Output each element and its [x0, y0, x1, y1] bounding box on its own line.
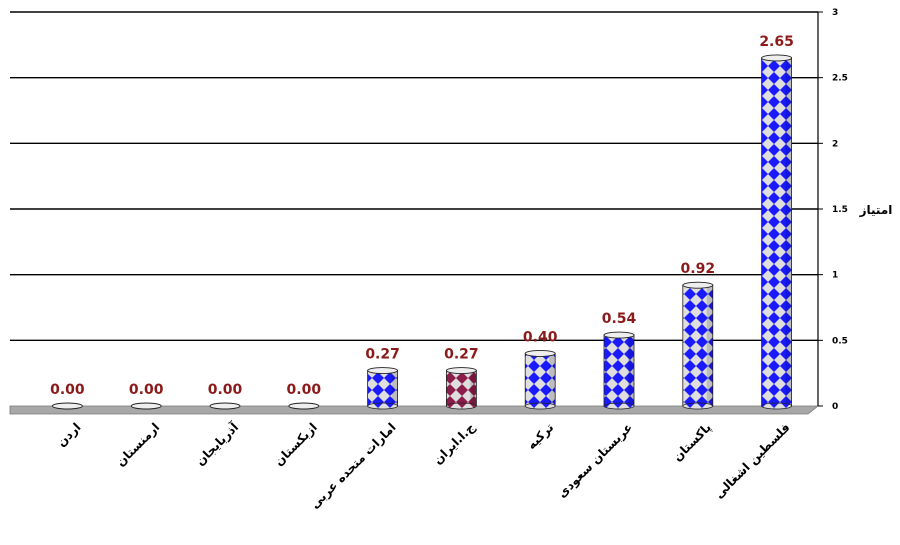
y-axis: 0 0.5 1 1.5 2 2.5 3 — [817, 8, 848, 412]
data-label: 0.92 — [681, 261, 716, 277]
bar-shading — [470, 370, 477, 406]
bar — [288, 402, 320, 410]
data-label: 2.65 — [759, 34, 794, 50]
data-label: 0.27 — [444, 347, 479, 363]
bar — [524, 350, 556, 410]
y-tick-label: 3 — [832, 8, 838, 18]
bar-bottom — [367, 402, 399, 410]
bar-body — [524, 353, 556, 407]
bar — [761, 54, 793, 410]
bar — [130, 402, 162, 410]
data-label: 0.00 — [208, 382, 243, 398]
category-label: ج.ا.ایران — [431, 420, 478, 467]
bar-bottom — [761, 402, 792, 410]
data-label: 0.27 — [365, 347, 400, 363]
bar — [682, 281, 714, 410]
bar-bottom — [445, 402, 477, 410]
data-label: 0.40 — [523, 329, 558, 345]
bar-top — [367, 367, 399, 374]
y-tick-label: 1.5 — [832, 205, 848, 215]
category-label: ارمنستان — [113, 420, 162, 469]
y-tick-label: 2 — [832, 139, 838, 149]
category-label: فلسطین اشغالی — [712, 420, 793, 501]
bar — [445, 367, 477, 410]
bar-bottom — [524, 402, 556, 410]
y-tick-label: 2.5 — [832, 74, 848, 84]
category-label: ازبکستان — [272, 420, 320, 468]
data-labels: 0.00 0.00 0.00 0.00 0.27 0.27 0.40 0.54 0.92 2.65 — [50, 34, 794, 398]
bar-top — [603, 331, 635, 339]
y-tick-label: 0.5 — [832, 336, 848, 346]
bar-top — [130, 402, 162, 410]
y-axis-label: امتیاز — [859, 203, 893, 217]
bar-body — [761, 57, 792, 407]
bar-top — [445, 367, 477, 374]
category-label: ترکیه — [524, 420, 556, 452]
bar — [603, 331, 635, 410]
category-label: اردن — [54, 420, 83, 449]
data-label: 0.54 — [602, 311, 637, 327]
bar — [367, 367, 399, 410]
bar-bottom — [603, 402, 635, 410]
data-label: 0.00 — [287, 382, 322, 398]
y-tick-label: 0 — [832, 402, 838, 412]
bar-top — [682, 281, 714, 289]
category-label: آذربایجان — [192, 419, 241, 468]
category-label: پاکستان — [670, 420, 714, 464]
bars — [51, 54, 793, 410]
data-label: 0.00 — [129, 382, 164, 398]
bar — [209, 402, 241, 410]
bar-top — [209, 402, 241, 410]
data-label: 0.00 — [50, 382, 85, 398]
bar-top — [288, 402, 320, 410]
y-tick-label: 1 — [832, 271, 838, 281]
category-label: امارات متحده عربی — [308, 420, 399, 511]
bar-top — [51, 402, 83, 410]
bar-shading — [628, 335, 634, 406]
bar-top — [761, 54, 793, 62]
bar-bottom — [682, 402, 714, 410]
bar-shading — [391, 370, 398, 406]
bar-shading — [706, 285, 713, 406]
bar-shading — [549, 353, 556, 406]
bar — [51, 402, 83, 410]
bar-body — [367, 370, 399, 407]
bar-shading — [785, 57, 792, 406]
bar-top — [524, 350, 556, 357]
category-label: عربستان سعودی — [555, 420, 636, 501]
